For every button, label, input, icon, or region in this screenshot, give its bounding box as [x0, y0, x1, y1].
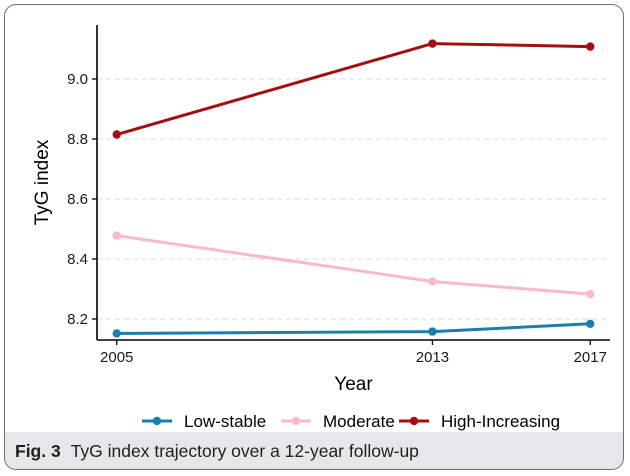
legend: Low-stable Moderate High-Increasing: [142, 412, 560, 431]
data-point: [112, 329, 121, 338]
figure-caption: Fig. 3 TyG index trajectory over a 12-yea…: [15, 441, 419, 462]
y-tick-label: 8.4: [67, 251, 88, 268]
legend-label: Moderate: [323, 412, 395, 431]
caption-text: TyG index trajectory over a 12-year foll…: [70, 441, 419, 461]
series-low-stable: [112, 319, 595, 338]
series-moderate: [112, 231, 595, 299]
legend-label: Low-stable: [184, 412, 266, 431]
series-line: [116, 322, 591, 335]
series-line: [116, 42, 591, 136]
data-point: [586, 42, 595, 51]
legend-item: Moderate: [281, 412, 395, 431]
caption-label: Fig. 3: [15, 441, 61, 461]
legend-swatch-point: [152, 416, 162, 426]
legend-item: Low-stable: [142, 412, 266, 431]
series-line: [116, 234, 591, 296]
y-tick-label: 8.2: [67, 311, 88, 328]
x-ticks: 2005 2013 2017: [100, 340, 607, 366]
series-high-increasing: [112, 39, 595, 139]
legend-swatch-point: [291, 416, 301, 426]
data-point: [112, 130, 121, 139]
series-group: [112, 39, 595, 338]
x-tick-label: 2017: [574, 349, 607, 366]
data-point: [428, 327, 437, 336]
caption-bar: Fig. 3 TyG index trajectory over a 12-yea…: [5, 432, 623, 469]
x-tick-label: 2013: [416, 349, 449, 366]
y-tick-label: 8.6: [67, 191, 88, 208]
y-axis-title: TyG index: [32, 139, 53, 225]
x-tick-label: 2005: [100, 349, 133, 366]
legend-item: High-Increasing: [399, 412, 560, 431]
grid-lines: [97, 78, 610, 320]
figure-frame: Fig. 3 TyG index trajectory over a 12-yea…: [4, 4, 624, 470]
x-axis-title: Year: [334, 374, 373, 395]
data-point: [586, 289, 595, 299]
legend-swatch-point: [409, 416, 419, 426]
y-tick-label: 9.0: [67, 71, 88, 88]
data-point: [586, 319, 595, 328]
data-point: [428, 277, 437, 286]
data-point: [112, 231, 121, 240]
legend-label: High-Increasing: [441, 412, 560, 431]
y-ticks: 8.2 8.4 8.6 8.8 9.0: [67, 71, 97, 328]
data-point: [428, 39, 437, 48]
y-tick-label: 8.8: [67, 131, 88, 148]
